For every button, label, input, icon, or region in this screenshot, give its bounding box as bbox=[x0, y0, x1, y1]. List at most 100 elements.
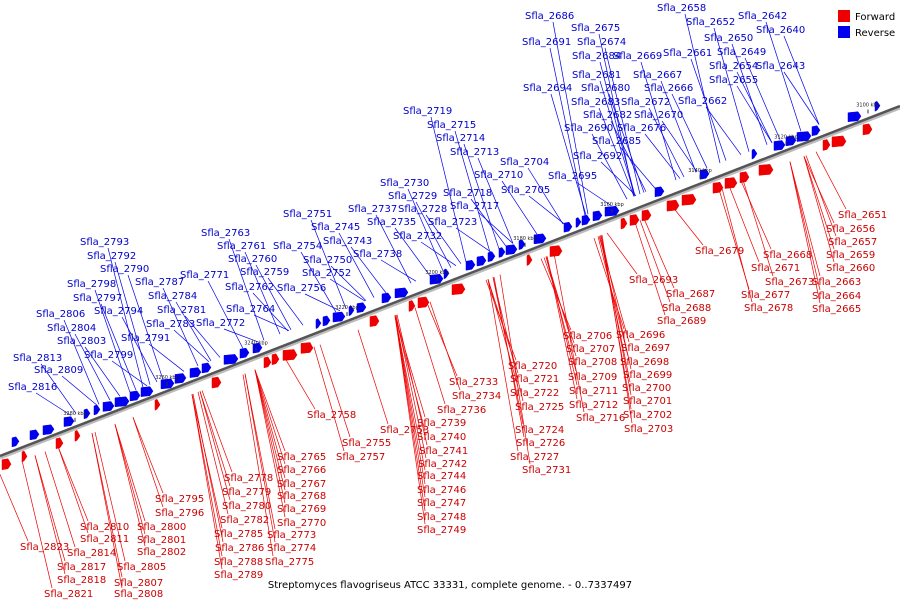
reverse-gene-label: Sfla_2771 bbox=[180, 270, 229, 281]
reverse-gene bbox=[174, 373, 187, 384]
forward-gene-label: Sfla_2782 bbox=[220, 515, 269, 526]
reverse-gene bbox=[443, 268, 450, 280]
reverse-gene-label: Sfla_2783 bbox=[146, 319, 195, 330]
forward-leader-line bbox=[313, 346, 345, 452]
reverse-leader-line bbox=[173, 329, 210, 362]
forward-gene-label: Sfla_2651 bbox=[838, 210, 887, 221]
reverse-gene-label: Sfla_2790 bbox=[100, 264, 149, 275]
forward-gene bbox=[1, 458, 12, 471]
reverse-gene-label: Sfla_2784 bbox=[148, 291, 197, 302]
reverse-leader-line bbox=[40, 363, 77, 414]
reverse-leader-line bbox=[640, 61, 677, 181]
reverse-leader-line bbox=[267, 277, 304, 326]
forward-gene-label: Sfla_2800 bbox=[137, 522, 186, 533]
forward-leader-line bbox=[789, 161, 821, 304]
axis-tick-label: 3120 kbp bbox=[774, 134, 798, 140]
reverse-leader-line bbox=[175, 301, 212, 362]
reverse-leader-line bbox=[100, 303, 137, 391]
forward-leader-line bbox=[244, 373, 276, 530]
forward-leader-line bbox=[429, 301, 461, 391]
forward-leader-line bbox=[803, 156, 835, 250]
reverse-gene-label: Sfla_2710 bbox=[474, 170, 523, 181]
forward-gene-label: Sfla_2818 bbox=[57, 575, 106, 586]
forward-gene-label: Sfla_2722 bbox=[510, 388, 559, 399]
forward-gene-label: Sfla_2740 bbox=[417, 432, 466, 443]
forward-gene bbox=[408, 300, 416, 312]
forward-leader-line bbox=[191, 394, 223, 570]
forward-gene-label: Sfla_2744 bbox=[417, 471, 466, 482]
axis-tick-label: 3280 kbp bbox=[63, 411, 87, 417]
reverse-leader-line bbox=[744, 57, 781, 140]
reverse-gene bbox=[505, 244, 518, 256]
reverse-leader-line bbox=[552, 21, 589, 215]
forward-gene-label: Sfla_2702 bbox=[623, 410, 672, 421]
forward-gene bbox=[263, 356, 272, 369]
reverse-gene-label: Sfla_2694 bbox=[523, 83, 572, 94]
forward-gene bbox=[862, 123, 873, 136]
reverse-gene bbox=[654, 186, 665, 198]
forward-leader-line bbox=[597, 236, 629, 357]
forward-leader-line bbox=[199, 391, 231, 501]
forward-leader-line bbox=[394, 315, 426, 471]
forward-gene-label: Sfla_2739 bbox=[417, 418, 466, 429]
forward-gene-label: Sfla_2712 bbox=[569, 400, 618, 411]
reverse-leader-line bbox=[74, 333, 111, 401]
reverse-leader-line bbox=[684, 13, 721, 164]
reverse-gene-label: Sfla_2743 bbox=[323, 236, 372, 247]
reverse-gene-label: Sfla_2750 bbox=[303, 255, 352, 266]
axis-tick-label: 3160 kbp bbox=[600, 202, 624, 208]
forward-gene-label: Sfla_2720 bbox=[508, 361, 557, 372]
forward-gene-label: Sfla_2748 bbox=[417, 512, 466, 523]
reverse-gene-label: Sfla_2813 bbox=[13, 353, 62, 364]
forward-leader-line bbox=[672, 207, 704, 246]
forward-gene bbox=[641, 209, 652, 222]
forward-leader-line bbox=[254, 369, 286, 491]
forward-gene-label: Sfla_2741 bbox=[419, 446, 468, 457]
reverse-leader-line bbox=[94, 289, 131, 393]
forward-leader-line bbox=[114, 424, 146, 522]
forward-leader-line bbox=[414, 307, 446, 405]
axis-tick-label: 3200 kbp bbox=[425, 270, 449, 276]
forward-leader-line bbox=[44, 451, 76, 548]
forward-gene-label: Sfla_2821 bbox=[44, 589, 93, 600]
reverse-leader-line bbox=[765, 21, 802, 132]
forward-leader-line bbox=[499, 274, 531, 465]
reverse-gene bbox=[348, 305, 355, 317]
forward-leader-line bbox=[395, 314, 427, 459]
forward-leader-line bbox=[254, 369, 286, 479]
reverse-gene-label: Sfla_2792 bbox=[87, 251, 136, 262]
reverse-gene-label: Sfla_2704 bbox=[500, 157, 549, 168]
reverse-leader-line bbox=[731, 43, 768, 145]
forward-gene-label: Sfla_2769 bbox=[277, 504, 326, 515]
reverse-gene bbox=[201, 362, 212, 374]
reverse-leader-line bbox=[477, 211, 514, 244]
forward-gene-label: Sfla_2708 bbox=[568, 357, 617, 368]
reverse-leader-line bbox=[304, 293, 341, 312]
forward-gene-label: Sfla_2660 bbox=[826, 263, 875, 274]
reverse-gene bbox=[575, 217, 582, 228]
reverse-gene-label: Sfla_2763 bbox=[201, 228, 250, 239]
forward-leader-line bbox=[394, 315, 426, 485]
axis-tick-label: 3100 kbp bbox=[856, 102, 880, 108]
forward-gene-label: Sfla_2709 bbox=[568, 372, 617, 383]
forward-leader-line bbox=[643, 218, 675, 289]
reverse-gene-label: Sfla_2681 bbox=[572, 70, 621, 81]
forward-gene-label: Sfla_2688 bbox=[662, 303, 711, 314]
reverse-leader-line bbox=[375, 214, 412, 284]
reverse-leader-line bbox=[501, 180, 538, 235]
reverse-leader-line bbox=[705, 106, 742, 156]
forward-gene-label: Sfla_2753 bbox=[380, 425, 429, 436]
reverse-leader-line bbox=[207, 280, 244, 349]
forward-leader-line bbox=[357, 329, 389, 425]
reverse-gene-label: Sfla_2652 bbox=[686, 17, 735, 28]
reverse-gene-label: Sfla_2781 bbox=[157, 305, 206, 316]
reverse-leader-line bbox=[430, 116, 467, 262]
reverse-gene bbox=[11, 436, 20, 448]
reverse-gene bbox=[563, 221, 573, 233]
reverse-leader-line bbox=[644, 133, 681, 179]
reverse-gene bbox=[381, 292, 392, 304]
genome-axis: 3100 kbp 3120 kbp 3140 kbp 3160 kbp 3180 kbp… bbox=[0, 102, 900, 460]
forward-leader-line bbox=[0, 473, 29, 542]
forward-gene-label: Sfla_2703 bbox=[624, 424, 673, 435]
reverse-leader-line bbox=[310, 219, 347, 309]
